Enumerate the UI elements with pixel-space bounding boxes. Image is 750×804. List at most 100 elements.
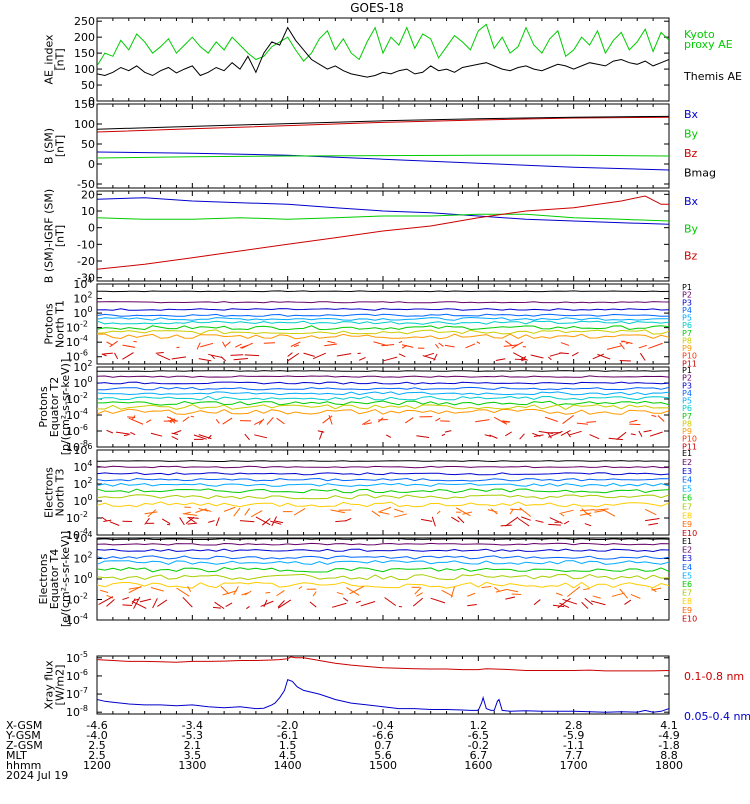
channel-p11-segment <box>416 436 429 438</box>
channel-p11-segment <box>234 359 248 360</box>
channel-p11-segment <box>245 355 259 356</box>
channel-e10-segment <box>534 600 540 605</box>
channel-e9-segment <box>594 509 608 510</box>
panel-frame <box>97 191 669 281</box>
channel-e10-segment <box>521 517 531 520</box>
channel-p10-segment <box>652 415 657 416</box>
channel-p10-segment <box>373 342 387 346</box>
panel-frame <box>97 104 669 188</box>
y-tick-label: -10 <box>77 238 95 251</box>
channel-p4 <box>97 387 669 389</box>
channel-e10-segment <box>451 517 459 522</box>
channel-p11-segment <box>173 430 181 433</box>
channel-p11-segment <box>434 354 437 361</box>
channel-p5 <box>97 392 669 395</box>
y-axis-label: [W/m2] <box>54 665 67 706</box>
channel-p10-segment <box>127 417 135 418</box>
channel-p10-segment <box>629 420 637 422</box>
channel-e2 <box>97 466 669 467</box>
channel-p3 <box>97 382 669 384</box>
channel-p11-segment <box>650 432 663 436</box>
channel-e10-segment <box>625 600 631 604</box>
legend-item: E8 <box>682 511 692 520</box>
channel-p11-segment <box>318 431 324 433</box>
channel-p11-segment <box>230 355 243 356</box>
channel-p10-segment <box>264 343 275 344</box>
panel-frame <box>97 367 669 447</box>
channel-e9-segment <box>234 586 239 594</box>
channel-p11-segment <box>598 354 611 359</box>
plot-area <box>97 24 669 77</box>
channel-p11-segment <box>548 357 551 360</box>
channel-e10-segment <box>563 599 577 604</box>
channel-p10-segment <box>577 423 588 424</box>
channel-e6 <box>97 489 669 493</box>
date-label: 2024 Jul 19 <box>6 769 68 782</box>
channel-p11-segment <box>442 434 445 435</box>
channel-e9-segment <box>556 593 562 595</box>
channel-e10-segment <box>216 517 219 525</box>
channel-e10-segment <box>240 521 254 522</box>
y-axis-label: [nT] <box>54 48 67 70</box>
channel-e10-segment <box>180 517 185 524</box>
y-tick-label: 100 <box>73 493 92 508</box>
series-bx <box>97 198 669 225</box>
y-axis-label: [nT] <box>54 225 67 247</box>
channel-p11-segment <box>496 359 506 361</box>
channel-p7 <box>97 401 669 405</box>
channel-p6 <box>97 396 669 400</box>
channel-e10-segment <box>385 598 396 606</box>
y-tick-label: 200 <box>74 31 95 44</box>
channel-e9-segment <box>416 593 422 597</box>
legend-item: E5 <box>682 485 692 494</box>
y-axis-label: North T1 <box>54 300 67 348</box>
channel-p10-segment <box>216 419 219 423</box>
channel-p10-segment <box>648 343 662 348</box>
channel-p11-segment <box>172 436 178 439</box>
channel-e10-segment <box>505 597 515 599</box>
channel-e8 <box>97 502 669 507</box>
channel-e9-segment <box>482 587 492 588</box>
channel-p11-segment <box>531 355 544 358</box>
series-by <box>97 155 669 158</box>
series-by <box>97 214 669 221</box>
channel-e9-segment <box>559 510 573 513</box>
channel-p11-segment <box>337 354 351 356</box>
channel-e9-segment <box>437 511 440 514</box>
panel-frame <box>97 18 669 101</box>
channel-e10-segment <box>264 600 267 607</box>
channel-p10-segment <box>466 344 476 348</box>
channel-e9-segment <box>583 589 589 590</box>
channel-p5 <box>97 318 669 321</box>
channel-e10-segment <box>335 521 346 522</box>
channel-p8 <box>97 405 669 410</box>
channel-e10-segment <box>153 598 158 608</box>
channel-p10-segment <box>378 419 388 420</box>
channel-p10-segment <box>223 418 233 424</box>
channel-e10-segment <box>107 599 115 606</box>
y-tick-label: 10-2 <box>66 320 88 335</box>
channel-e10-segment <box>122 605 132 606</box>
channel-e10-segment <box>122 598 128 600</box>
channel-e10-segment <box>332 603 346 607</box>
channel-e10-segment <box>157 600 167 606</box>
channel-p11-segment <box>520 434 525 439</box>
channel-e9-segment <box>580 510 594 511</box>
channel-p10-segment <box>405 418 413 423</box>
xaxis-row-value: 1500 <box>369 759 397 772</box>
channel-p11-segment <box>572 352 578 355</box>
channel-p8 <box>97 330 669 334</box>
xaxis-row-value: 1600 <box>464 759 492 772</box>
channel-e9-segment <box>631 594 641 598</box>
channel-e10-segment <box>361 601 375 605</box>
channel-e1 <box>97 461 669 462</box>
channel-p11-segment <box>399 354 405 357</box>
channel-e9-segment <box>234 508 240 516</box>
legend-item: Bz <box>684 250 698 263</box>
channel-p10-segment <box>183 417 189 422</box>
channel-e9-segment <box>467 593 475 596</box>
